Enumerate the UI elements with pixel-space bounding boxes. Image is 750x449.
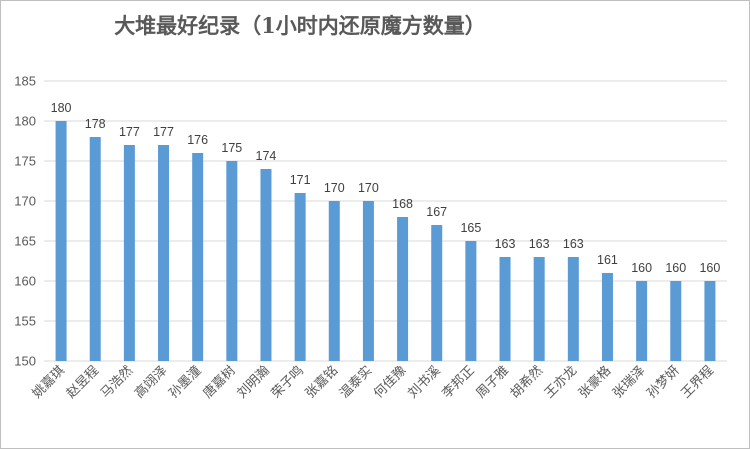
data-label: 168	[392, 197, 413, 211]
bar	[192, 153, 204, 361]
x-tick-label: 何佳豫	[371, 363, 410, 402]
y-tick-label: 150	[14, 354, 36, 369]
x-tick-label: 孙墨潼	[166, 363, 205, 402]
x-tick-label: 高翊泽	[131, 363, 170, 402]
data-label: 165	[460, 221, 481, 235]
bar	[260, 169, 272, 361]
y-tick-label: 175	[14, 154, 36, 169]
y-tick-label: 160	[14, 274, 36, 289]
x-tick-label: 王界程	[679, 363, 717, 401]
x-tick-label: 李邦正	[440, 363, 478, 401]
data-label: 174	[256, 149, 277, 163]
y-tick-label: 170	[14, 194, 36, 209]
bar	[465, 241, 477, 361]
x-tick-label: 荣子鸣	[268, 363, 307, 402]
bar	[704, 281, 716, 361]
data-label: 175	[221, 141, 242, 155]
x-tick-label: 张豪格	[575, 363, 614, 402]
x-tick-label: 张嘉铭	[303, 363, 341, 401]
data-label: 180	[51, 101, 72, 115]
x-tick-label: 孙梦妍	[644, 363, 682, 401]
x-tick-label: 唐嘉树	[200, 363, 239, 402]
bar	[499, 257, 511, 361]
bar	[328, 201, 340, 361]
x-tick-label: 温泰实	[337, 363, 375, 401]
data-label: 163	[495, 237, 516, 251]
data-label: 167	[426, 205, 447, 219]
data-label: 171	[290, 173, 311, 187]
data-label: 170	[324, 181, 345, 195]
data-label: 160	[699, 261, 720, 275]
bar	[431, 225, 443, 361]
bar	[397, 217, 409, 361]
y-tick-label: 155	[14, 314, 36, 329]
y-tick-label: 185	[14, 74, 36, 89]
data-label: 163	[563, 237, 584, 251]
x-tick-label: 张瑞泽	[610, 363, 648, 401]
y-tick-label: 180	[14, 114, 36, 129]
bar	[123, 145, 135, 361]
bar	[533, 257, 545, 361]
data-label: 160	[631, 261, 652, 275]
chart-title: 大堆最好纪录（1小时内还原魔方数量）	[114, 13, 486, 38]
x-tick-label: 刘明瀚	[235, 363, 273, 401]
data-label: 176	[187, 133, 208, 147]
x-tick-label: 王亦龙	[541, 363, 580, 402]
bar	[601, 273, 613, 361]
bar	[226, 161, 238, 361]
data-label: 177	[119, 125, 140, 139]
bar	[362, 201, 374, 361]
x-tick-label: 马浩然	[97, 363, 136, 402]
x-tick-label: 周子雅	[474, 363, 512, 401]
data-label: 177	[153, 125, 174, 139]
bar	[670, 281, 682, 361]
bar	[636, 281, 648, 361]
y-tick-label: 165	[14, 234, 36, 249]
data-label: 163	[529, 237, 550, 251]
data-label: 178	[85, 117, 106, 131]
bar	[294, 193, 306, 361]
x-tick-label: 姚嘉琪	[30, 363, 68, 401]
data-label: 161	[597, 253, 618, 267]
x-tick-label: 胡希然	[507, 363, 546, 402]
x-tick-label: 赵昱程	[64, 363, 102, 401]
data-label: 170	[358, 181, 379, 195]
bar	[89, 137, 101, 361]
bar	[158, 145, 170, 361]
bar	[55, 121, 67, 361]
bar	[567, 257, 579, 361]
data-label: 160	[665, 261, 686, 275]
x-tick-label: 刘书溪	[405, 363, 443, 401]
